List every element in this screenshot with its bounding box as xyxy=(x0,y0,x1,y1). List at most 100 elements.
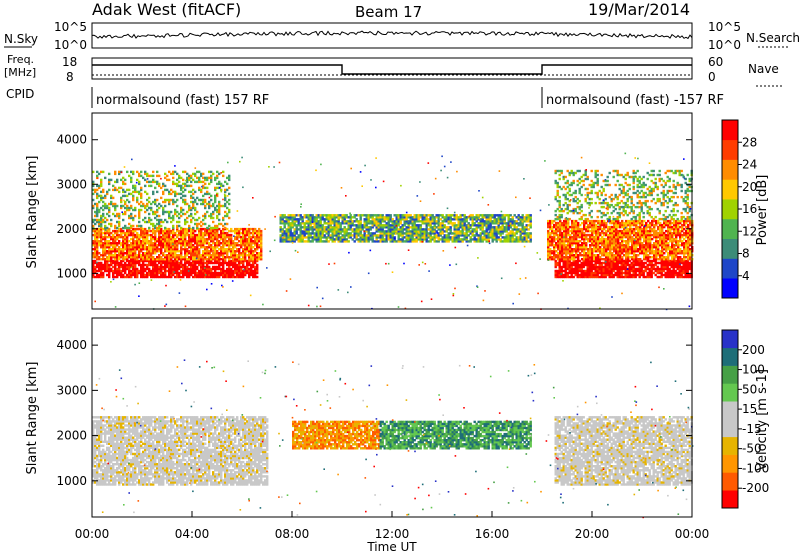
heatmap-cell xyxy=(132,194,135,198)
heatmap-cell xyxy=(116,226,119,230)
heatmap-cell xyxy=(198,216,201,220)
heatmap-cell xyxy=(202,244,205,247)
heatmap-cell xyxy=(142,227,145,231)
heatmap-cell xyxy=(152,231,155,235)
heatmap-cell xyxy=(134,190,137,194)
heatmap-cell xyxy=(94,242,97,245)
heatmap-cell xyxy=(114,265,117,269)
heatmap-cell xyxy=(134,275,137,279)
heatmap-cell xyxy=(110,252,113,255)
heatmap-cell xyxy=(202,259,205,263)
heatmap-cell xyxy=(216,233,219,237)
heatmap-cell xyxy=(240,242,243,245)
heatmap-cell xyxy=(96,212,99,216)
heatmap-cell xyxy=(150,208,153,212)
heatmap-cell xyxy=(160,196,163,200)
heatmap-cell xyxy=(110,237,113,241)
heatmap-cell xyxy=(180,226,183,230)
heatmap-cell xyxy=(142,261,145,265)
heatmap-cell xyxy=(92,226,95,230)
heatmap-cell xyxy=(188,229,191,233)
heatmap-cell xyxy=(250,265,253,269)
heatmap-cell xyxy=(256,252,259,255)
heatmap-cell xyxy=(186,240,189,243)
heatmap-cell xyxy=(154,216,157,220)
heatmap-cell xyxy=(190,261,193,265)
heatmap-cell xyxy=(124,200,127,204)
heatmap-cell xyxy=(198,269,201,273)
heatmap-cell xyxy=(204,233,207,237)
heatmap-cell xyxy=(122,250,125,253)
heatmap-cell xyxy=(250,248,253,251)
heatmap-cell xyxy=(168,269,171,273)
heatmap-cell xyxy=(162,192,165,196)
heatmap-cell xyxy=(198,227,201,231)
heatmap-cell xyxy=(152,237,155,241)
heatmap-cell xyxy=(228,269,231,273)
heatmap-cell xyxy=(252,229,255,233)
heatmap-cell xyxy=(176,256,179,259)
heatmap-cell xyxy=(180,263,183,267)
heatmap-cell xyxy=(136,254,139,257)
heatmap-cell xyxy=(214,254,217,257)
heatmap-cell xyxy=(238,261,241,265)
heatmap-cell xyxy=(114,237,117,241)
heatmap-cell xyxy=(210,229,213,233)
heatmap-cell xyxy=(200,258,203,261)
search-right-label: N.Search xyxy=(746,31,800,45)
heatmap-cell xyxy=(156,229,159,233)
heatmap-cell xyxy=(100,263,103,267)
heatmap-cell xyxy=(110,248,113,251)
heatmap-cell xyxy=(130,259,133,263)
heatmap-cell xyxy=(152,259,155,263)
heatmap-cell xyxy=(176,275,179,279)
heatmap-cell xyxy=(138,202,141,206)
heatmap-cell xyxy=(116,263,119,267)
heatmap-cell xyxy=(134,233,137,237)
heatmap-cell xyxy=(152,258,155,261)
heatmap-cell xyxy=(94,269,97,273)
heatmap-cell xyxy=(128,267,131,271)
heatmap-cell xyxy=(216,250,219,253)
heatmap-cell xyxy=(252,256,255,259)
heatmap-cell xyxy=(96,244,99,247)
heatmap-cell xyxy=(96,275,99,279)
heatmap-cell xyxy=(260,231,263,235)
heatmap-cell xyxy=(232,248,235,251)
heatmap-cell xyxy=(180,269,183,273)
heatmap-cell xyxy=(118,227,121,231)
heatmap-cell xyxy=(140,265,143,269)
heatmap-cell xyxy=(114,254,117,257)
heatmap-cell xyxy=(156,198,159,202)
heatmap-cell xyxy=(222,271,225,275)
heatmap-cell xyxy=(186,254,189,257)
heatmap-cell xyxy=(94,237,97,241)
heatmap-cell xyxy=(118,186,121,190)
heatmap-cell xyxy=(252,273,255,277)
heatmap-cell xyxy=(240,240,243,243)
heatmap-cell xyxy=(206,242,209,245)
heatmap-cell xyxy=(180,259,183,263)
heatmap-cell xyxy=(154,180,157,184)
heatmap-cell xyxy=(128,192,131,196)
heatmap-cell xyxy=(100,196,103,200)
heatmap-cell xyxy=(108,202,111,206)
heatmap-cell xyxy=(176,265,179,269)
heatmap-cell xyxy=(150,259,153,263)
heatmap-cell xyxy=(136,227,139,231)
heatmap-cell xyxy=(204,182,207,186)
heatmap-cell xyxy=(170,240,173,243)
heatmap-cell xyxy=(214,233,217,237)
heatmap-cell xyxy=(228,261,231,265)
heatmap-cell xyxy=(156,275,159,279)
heatmap-cell xyxy=(242,252,245,255)
heatmap-cell xyxy=(204,246,207,249)
heatmap-cell xyxy=(252,254,255,257)
heatmap-cell xyxy=(114,263,117,267)
heatmap-cell xyxy=(104,204,107,208)
heatmap-cell xyxy=(204,248,207,251)
heatmap-cell xyxy=(132,246,135,249)
heatmap-cell xyxy=(178,250,181,253)
heatmap-cell xyxy=(238,258,241,261)
heatmap-cell xyxy=(254,254,257,257)
